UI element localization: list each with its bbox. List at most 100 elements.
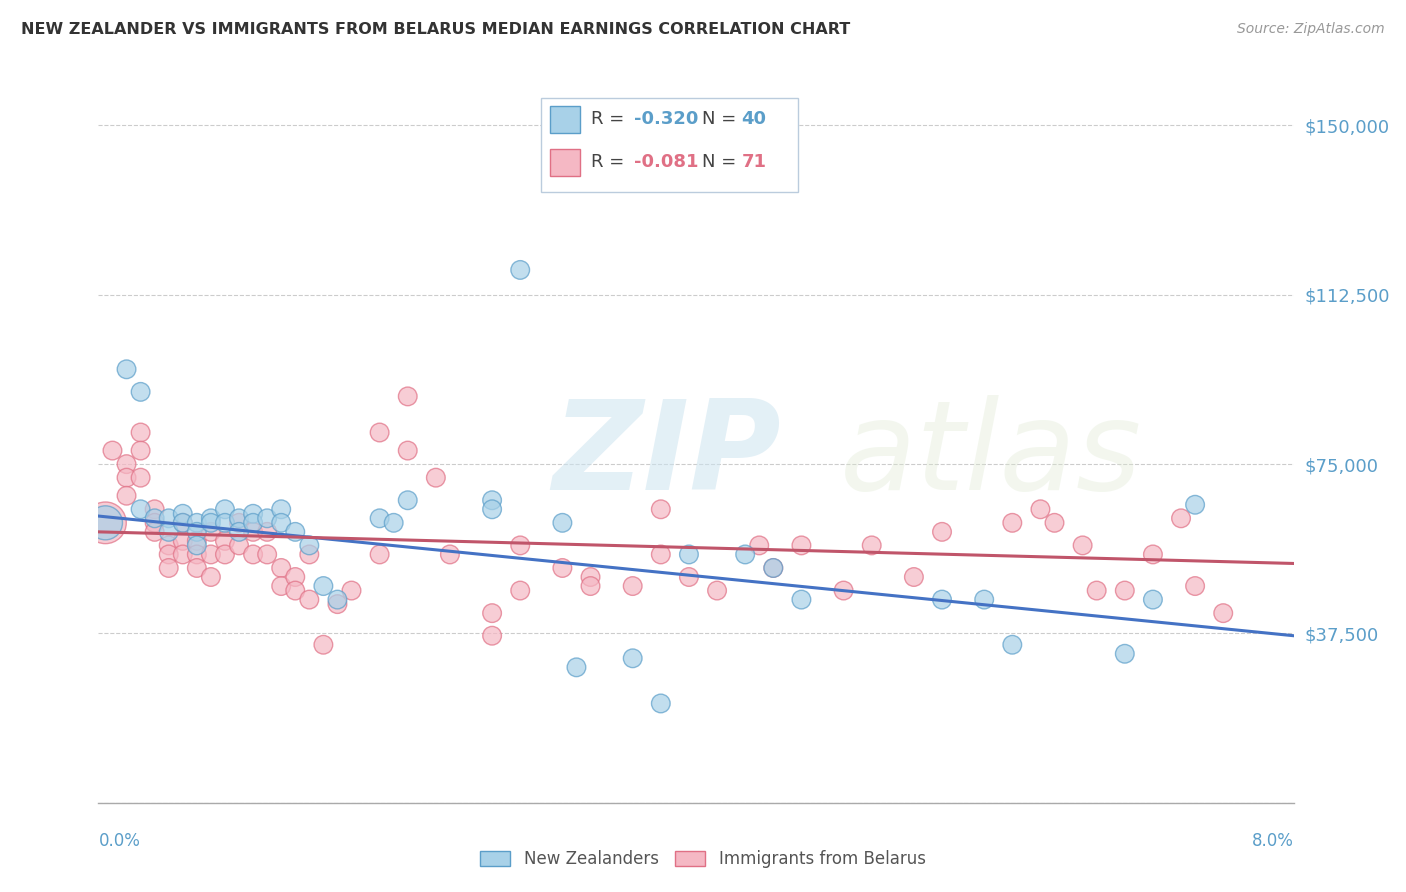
Point: [228, 524, 250, 539]
Text: Source: ZipAtlas.com: Source: ZipAtlas.com: [1237, 22, 1385, 37]
FancyBboxPatch shape: [541, 98, 797, 193]
Point: [157, 561, 180, 575]
Point: [481, 502, 503, 516]
Point: [284, 583, 307, 598]
Point: [368, 511, 391, 525]
Legend: New Zealanders, Immigrants from Belarus: New Zealanders, Immigrants from Belarus: [474, 844, 932, 875]
Point: [115, 470, 138, 484]
Point: [270, 516, 292, 530]
Point: [396, 389, 419, 403]
Point: [1114, 647, 1136, 661]
Text: -0.081: -0.081: [634, 153, 699, 171]
Point: [762, 561, 785, 575]
Point: [1212, 606, 1234, 620]
FancyBboxPatch shape: [550, 105, 581, 133]
Point: [284, 570, 307, 584]
Text: NEW ZEALANDER VS IMMIGRANTS FROM BELARUS MEDIAN EARNINGS CORRELATION CHART: NEW ZEALANDER VS IMMIGRANTS FROM BELARUS…: [21, 22, 851, 37]
Point: [621, 579, 644, 593]
Text: -0.320: -0.320: [634, 110, 699, 128]
Point: [425, 470, 447, 484]
Y-axis label: Median Earnings: Median Earnings: [0, 378, 7, 505]
Text: 71: 71: [741, 153, 766, 171]
Point: [312, 638, 335, 652]
Text: atlas: atlas: [839, 395, 1142, 516]
Point: [903, 570, 925, 584]
Point: [214, 516, 236, 530]
Point: [242, 548, 264, 562]
Text: R =: R =: [591, 110, 630, 128]
Point: [115, 362, 138, 376]
Point: [621, 651, 644, 665]
Point: [579, 579, 602, 593]
Point: [242, 507, 264, 521]
Point: [678, 548, 700, 562]
Point: [143, 524, 166, 539]
Point: [1114, 583, 1136, 598]
Point: [157, 524, 180, 539]
Point: [172, 548, 194, 562]
Point: [678, 570, 700, 584]
Text: 40: 40: [741, 110, 766, 128]
Point: [312, 579, 335, 593]
Point: [734, 548, 756, 562]
Point: [1029, 502, 1052, 516]
Point: [1142, 548, 1164, 562]
Point: [298, 592, 321, 607]
Point: [706, 583, 728, 598]
Point: [509, 583, 531, 598]
Point: [551, 561, 574, 575]
Point: [650, 697, 672, 711]
Point: [931, 592, 953, 607]
Point: [214, 533, 236, 548]
Point: [298, 538, 321, 552]
Point: [396, 493, 419, 508]
Point: [186, 516, 208, 530]
Point: [284, 524, 307, 539]
Point: [298, 548, 321, 562]
Point: [1184, 579, 1206, 593]
Point: [129, 470, 152, 484]
Point: [1071, 538, 1094, 552]
FancyBboxPatch shape: [550, 149, 581, 177]
Point: [270, 502, 292, 516]
Text: N =: N =: [702, 110, 742, 128]
Point: [186, 561, 208, 575]
Point: [157, 548, 180, 562]
Point: [790, 538, 813, 552]
Point: [579, 570, 602, 584]
Point: [1043, 516, 1066, 530]
Point: [129, 443, 152, 458]
Point: [481, 629, 503, 643]
Point: [172, 533, 194, 548]
Point: [143, 516, 166, 530]
Point: [326, 592, 349, 607]
Point: [129, 502, 152, 516]
Point: [200, 516, 222, 530]
Point: [256, 511, 278, 525]
Point: [115, 457, 138, 471]
Point: [129, 425, 152, 440]
Point: [396, 443, 419, 458]
Point: [832, 583, 855, 598]
Point: [860, 538, 883, 552]
Point: [94, 516, 117, 530]
Text: N =: N =: [702, 153, 742, 171]
Point: [101, 443, 124, 458]
Point: [200, 548, 222, 562]
Point: [186, 538, 208, 552]
Point: [143, 511, 166, 525]
Point: [214, 548, 236, 562]
Point: [172, 507, 194, 521]
Point: [382, 516, 405, 530]
Point: [200, 524, 222, 539]
Point: [143, 502, 166, 516]
Point: [650, 502, 672, 516]
Point: [228, 538, 250, 552]
Point: [509, 538, 531, 552]
Point: [368, 548, 391, 562]
Text: ZIP: ZIP: [553, 395, 782, 516]
Point: [256, 548, 278, 562]
Point: [200, 570, 222, 584]
Point: [368, 425, 391, 440]
Point: [242, 524, 264, 539]
